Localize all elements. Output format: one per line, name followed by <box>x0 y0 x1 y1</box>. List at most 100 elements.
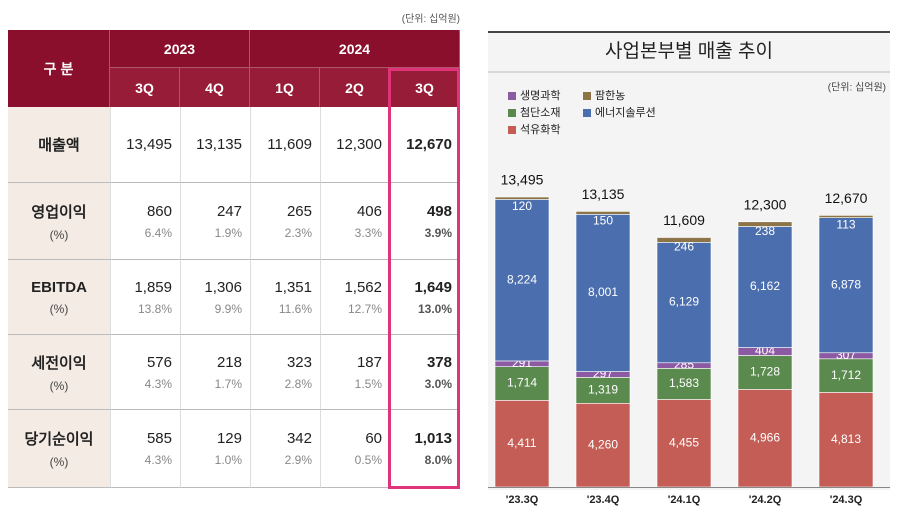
data-label: 6,129 <box>669 295 699 309</box>
data-label: 4,813 <box>831 432 861 446</box>
data-label: 4,411 <box>507 436 536 450</box>
value-cell: 1,562 12.7% <box>320 260 390 335</box>
bar-segment <box>818 217 874 354</box>
value: 576 <box>146 353 172 371</box>
quarter-header: 2Q <box>320 68 390 107</box>
percent: 2.9% <box>284 453 312 467</box>
bar-segment <box>494 196 550 200</box>
value-cell: 323 2.8% <box>250 335 320 410</box>
legend-swatch <box>583 109 591 117</box>
data-label: 150 <box>593 214 613 228</box>
row-sub-label: (%) <box>49 378 69 393</box>
x-tick-label: '23.3Q <box>506 494 539 506</box>
data-label: 8,001 <box>588 285 618 299</box>
x-tick-label: '24.3Q <box>830 494 863 506</box>
year-header: 2023 <box>110 30 250 68</box>
data-label: 246 <box>674 240 694 254</box>
percent: 11.6% <box>278 301 312 316</box>
row-label: 세전이익 (%) <box>8 335 110 410</box>
value: 1,013 <box>414 430 452 447</box>
value-cell: 585 4.3% <box>110 410 180 488</box>
value-cell: 498 3.9% <box>390 183 460 260</box>
value: 247 <box>216 202 242 220</box>
value-cell: 1,859 13.8% <box>110 260 180 335</box>
value: 406 <box>356 202 382 220</box>
percent: 12.7% <box>347 301 382 316</box>
percent: 3.9% <box>424 225 452 240</box>
value: 187 <box>356 353 382 371</box>
value-cell: 406 3.3% <box>320 183 390 260</box>
row-label-text: 세전이익 <box>31 354 87 372</box>
value: 60 <box>365 430 382 447</box>
total-label: 12,300 <box>744 196 787 212</box>
value: 378 <box>426 353 452 371</box>
quarter-header: 4Q <box>180 68 250 107</box>
row-label: EBITDA (%) <box>8 260 110 335</box>
row-label: 영업이익 (%) <box>8 183 110 260</box>
value-cell: 12,300 <box>320 107 390 183</box>
data-label: 1,712 <box>831 368 861 382</box>
percent: 8.0% <box>424 453 452 467</box>
percent: 2.8% <box>284 376 312 391</box>
value: 1,306 <box>204 278 242 296</box>
value: 860 <box>146 202 172 220</box>
value: 13,495 <box>126 136 172 153</box>
value: 498 <box>426 202 452 220</box>
row-label-text: 매출액 <box>38 137 80 154</box>
bar-segment <box>737 389 793 488</box>
bar-segment <box>494 366 550 401</box>
chart-title: 사업본부별 매출 추이 <box>605 40 773 62</box>
value: 323 <box>286 353 312 371</box>
percent: 13.0% <box>417 301 452 316</box>
data-label: 1,583 <box>669 376 699 390</box>
value-cell: 218 1.7% <box>180 335 250 410</box>
unit-label: (단위: 십억원) <box>401 13 460 25</box>
data-label: 4,966 <box>750 430 780 444</box>
data-label: 113 <box>836 218 855 232</box>
total-label: 13,135 <box>582 186 625 202</box>
bar-segment <box>656 237 712 243</box>
row-sub-label: (%) <box>49 301 69 316</box>
bar-segment <box>656 242 712 364</box>
legend-label: 석유화학 <box>520 123 560 136</box>
row-label-text: 당기순이익 <box>24 431 94 448</box>
value: 12,300 <box>336 136 382 153</box>
percent: 13.8% <box>137 301 172 316</box>
value: 13,135 <box>196 136 242 153</box>
bar-segment <box>818 392 874 488</box>
value-cell: 13,135 <box>180 107 250 183</box>
highlight-box <box>388 68 460 489</box>
value-cell: 13,495 <box>110 107 180 183</box>
bar-segment <box>818 358 874 393</box>
bar-segment <box>737 355 793 390</box>
value-cell: 247 1.9% <box>180 183 250 260</box>
data-label: 120 <box>512 199 532 213</box>
percent: 0.5% <box>354 453 382 467</box>
percent: 1.5% <box>354 376 382 391</box>
row-label: 매출액 <box>8 107 110 183</box>
x-tick-label: '24.2Q <box>749 494 782 506</box>
data-label: 1,728 <box>750 365 780 379</box>
row-label-text: 영업이익 <box>31 203 87 221</box>
x-tick-label: '23.4Q <box>587 494 620 506</box>
value: 129 <box>216 430 242 447</box>
bar-segment <box>494 400 550 488</box>
value-cell: 1,351 11.6% <box>250 260 320 335</box>
quarter-header: 1Q <box>250 68 320 107</box>
x-tick-label: '24.1Q <box>668 494 701 506</box>
value: 12,670 <box>406 136 452 153</box>
legend-label: 에너지솔루션 <box>595 106 656 119</box>
value: 1,562 <box>344 278 382 296</box>
unit-label: (단위: 십억원) <box>828 81 886 94</box>
year-header: 2024 <box>250 30 460 68</box>
bar-segment <box>656 399 712 488</box>
data-label: 6,162 <box>750 279 780 293</box>
bar-segment <box>575 214 631 372</box>
percent: 3.3% <box>354 225 382 240</box>
data-label: 6,878 <box>831 277 861 291</box>
bar-segment <box>575 211 631 215</box>
percent: 6.4% <box>144 225 172 240</box>
data-label: 4,260 <box>588 437 618 451</box>
legend-label: 첨단소재 <box>520 106 560 119</box>
data-label: 238 <box>755 224 775 238</box>
